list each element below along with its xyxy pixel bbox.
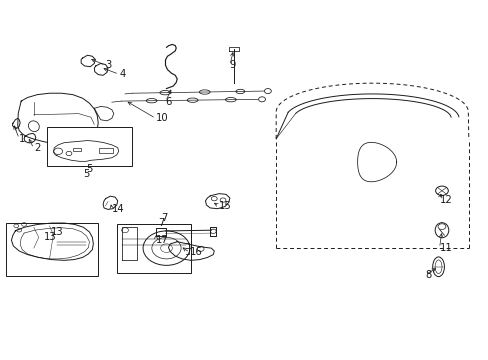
FancyBboxPatch shape: [47, 127, 132, 166]
Bar: [73, 148, 81, 151]
Text: 7: 7: [161, 213, 168, 222]
Text: 17: 17: [156, 235, 168, 245]
Text: 13: 13: [50, 227, 63, 237]
Bar: [99, 148, 113, 153]
Text: 2: 2: [34, 143, 40, 153]
Text: 6: 6: [165, 97, 171, 107]
Text: 3: 3: [105, 60, 112, 70]
Text: 10: 10: [156, 113, 168, 123]
Text: 9: 9: [229, 60, 236, 70]
Text: 1: 1: [19, 134, 25, 144]
FancyBboxPatch shape: [117, 224, 190, 273]
Text: 5: 5: [86, 164, 92, 174]
Text: 5: 5: [82, 169, 89, 179]
Text: 8: 8: [424, 270, 430, 280]
Text: 12: 12: [439, 195, 451, 205]
Text: 4: 4: [119, 69, 125, 79]
Text: 16: 16: [189, 247, 202, 257]
Text: 11: 11: [439, 243, 451, 253]
Text: 14: 14: [112, 204, 124, 215]
Text: 13: 13: [44, 232, 57, 242]
FancyBboxPatch shape: [5, 223, 98, 276]
Text: 7: 7: [158, 218, 164, 228]
Text: 15: 15: [219, 201, 231, 211]
